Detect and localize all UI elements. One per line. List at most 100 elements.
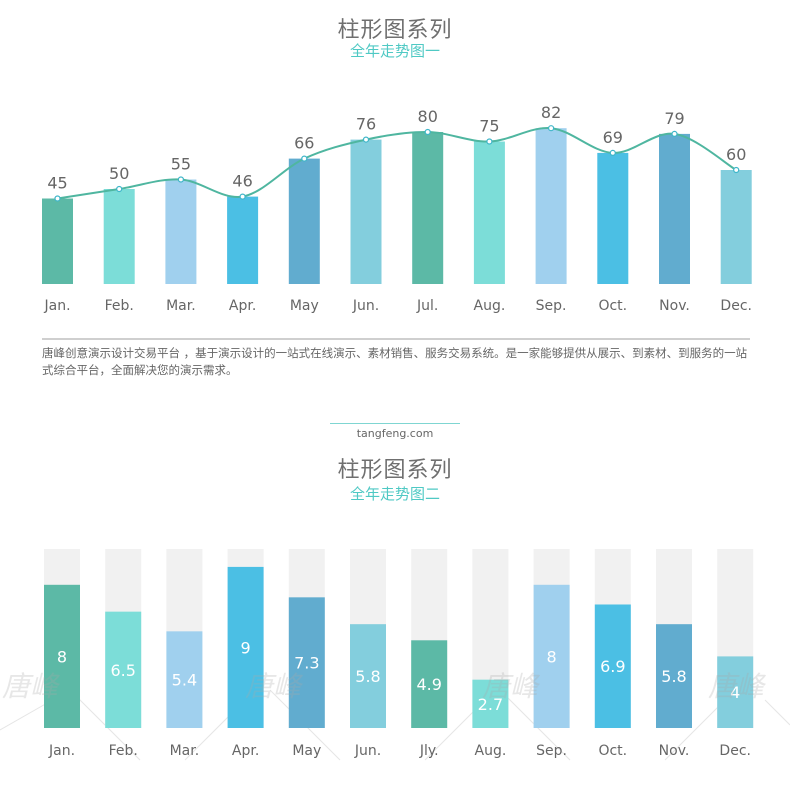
bar (594, 604, 631, 728)
line-point (54, 195, 61, 202)
x-tick-label: Jly. (419, 743, 439, 759)
bar (44, 584, 80, 728)
data-label: 6.9 (600, 657, 625, 676)
chart2-subtitle: 全年走势图二 (349, 485, 440, 503)
description-text: 唐峰创意演示设计交易平台 ，基于演示设计的一站式在线演示、素材销售、服务交易系统… (42, 346, 748, 377)
data-label: 50 (109, 164, 129, 183)
line-point (671, 130, 678, 137)
x-tick-label: Feb. (109, 743, 138, 759)
data-label: 69 (603, 128, 623, 147)
data-label: 5.8 (661, 667, 686, 686)
x-tick-label: May (290, 298, 319, 314)
x-tick-label: Oct. (598, 298, 627, 314)
x-tick-label: Dec. (719, 743, 751, 759)
x-tick-label: Feb. (105, 298, 134, 314)
bar (227, 566, 264, 728)
data-label: 79 (664, 109, 684, 128)
x-tick-label: Apr. (232, 743, 259, 759)
bar (288, 597, 325, 728)
x-tick-label: Mar. (170, 743, 200, 759)
data-label: 8 (57, 647, 67, 666)
site-link[interactable]: tangfeng.com (356, 427, 434, 440)
bar (659, 133, 690, 284)
bar (473, 141, 505, 284)
x-tick-label: Aug. (475, 743, 507, 759)
x-tick-label: Nov. (659, 743, 690, 759)
x-tick-label: Jan. (48, 743, 75, 759)
x-tick-label: Sep. (536, 298, 567, 314)
data-label: 45 (47, 174, 67, 193)
bar (535, 128, 567, 284)
x-tick-label: Jan. (43, 298, 70, 314)
bar (717, 656, 754, 728)
watermark: 唐峰 (2, 670, 59, 703)
x-tick-label: Nov. (659, 298, 690, 314)
data-label: 66 (294, 134, 314, 153)
bar (656, 624, 692, 728)
data-label: 6.5 (110, 661, 135, 680)
bar (103, 189, 135, 284)
bar (227, 196, 259, 284)
line-point (547, 125, 555, 132)
x-tick-label: Apr. (229, 298, 256, 314)
x-tick-label: Dec. (720, 298, 752, 314)
data-label: 60 (726, 145, 746, 164)
bar (165, 179, 197, 284)
bar (533, 584, 570, 728)
line-point (733, 166, 740, 174)
data-label: 5.8 (355, 667, 380, 686)
chart2-title: 柱形图系列 (337, 458, 453, 483)
data-label: 2.7 (478, 695, 503, 714)
bar (105, 611, 142, 728)
data-label: 82 (541, 103, 561, 122)
bar (472, 679, 509, 728)
watermark: 唐峰 (708, 670, 765, 703)
bar (720, 170, 752, 284)
line-point (239, 193, 246, 200)
data-label: 46 (232, 172, 252, 191)
line-point (177, 176, 184, 183)
bar (288, 158, 320, 284)
watermark: 唐峰 (482, 670, 539, 703)
data-label: 9 (241, 638, 251, 657)
x-tick-label: Mar. (166, 298, 196, 314)
x-tick-label: May (292, 743, 321, 759)
site-divider (330, 423, 460, 424)
line-point (609, 149, 616, 156)
x-tick-label: Aug. (474, 298, 506, 314)
bar (412, 132, 444, 284)
data-label: 8 (547, 647, 557, 666)
line-point (301, 155, 308, 162)
chart1-title: 柱形图系列 (337, 18, 453, 43)
data-label: 80 (418, 107, 438, 126)
bar (166, 631, 203, 728)
line-point (362, 136, 370, 143)
data-label: 4.9 (416, 675, 441, 694)
x-tick-label: Jul. (416, 298, 438, 314)
chart1-plot: 45 Jan. 50 Feb. 55 Mar. 46 Apr. 66 May 76 Jun. 80 Jul… (42, 103, 752, 314)
x-tick-label: Jun. (354, 743, 381, 759)
data-label: 55 (171, 155, 191, 174)
bar (411, 640, 448, 728)
bar (597, 152, 629, 284)
x-tick-label: Sep. (536, 743, 567, 759)
watermark-line (764, 699, 790, 726)
data-label: 7.3 (294, 654, 319, 673)
bar (350, 139, 382, 284)
data-label: 75 (479, 117, 499, 136)
data-label: 5.4 (172, 671, 197, 690)
data-label: 76 (356, 115, 376, 134)
data-label: 4 (730, 683, 740, 702)
line-point (424, 128, 431, 136)
bar (350, 624, 386, 728)
watermark-line (69, 689, 141, 761)
bar (42, 198, 73, 284)
chart1-subtitle: 全年走势图一 (349, 42, 440, 60)
divider (42, 338, 750, 340)
x-tick-label: Oct. (598, 743, 627, 759)
x-tick-label: Jun. (352, 298, 379, 314)
line-point (116, 185, 123, 193)
line-point (486, 138, 493, 145)
watermark: 唐峰 (245, 670, 302, 703)
